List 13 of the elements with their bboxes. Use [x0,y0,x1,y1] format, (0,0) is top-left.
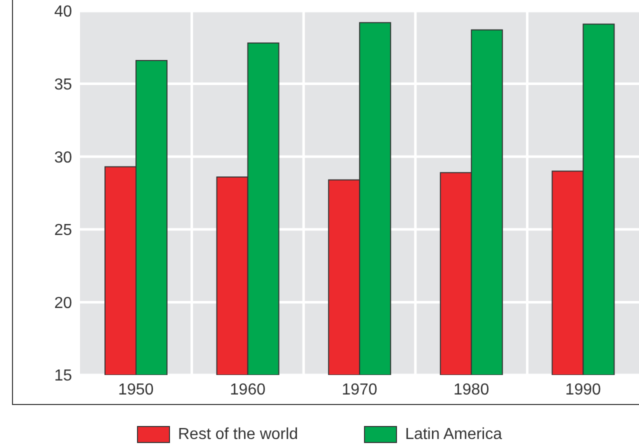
x-tick-label: 1980 [454,381,490,398]
y-tick-label: 25 [54,222,72,240]
y-tick-label: 40 [54,4,72,21]
y-tick-label: 20 [54,294,72,312]
x-tick-label: 1990 [565,381,601,398]
legend-label: Rest of the world [178,426,298,442]
y-tick-label: 30 [54,149,72,166]
x-tick-label: 1960 [230,381,266,398]
y-tick-label: 35 [54,76,72,94]
x-tick-label: 1970 [342,381,378,398]
legend-label: Latin America [405,426,502,442]
y-tick-label: 15 [54,368,72,385]
x-tick-label: 1950 [118,381,154,398]
